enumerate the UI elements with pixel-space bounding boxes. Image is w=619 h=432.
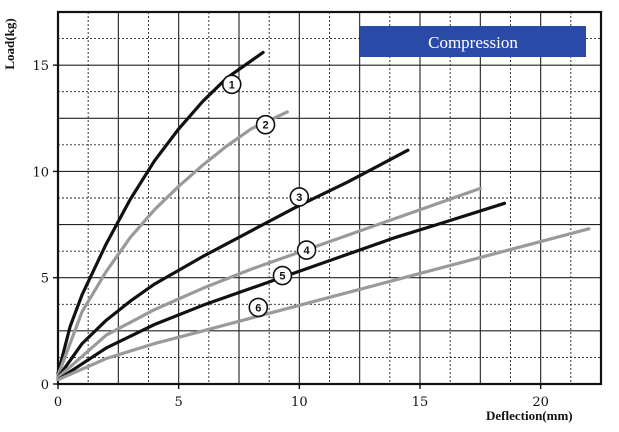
series-line-6 — [56, 227, 591, 382]
grid — [57, 11, 602, 385]
series-marker-2 — [255, 114, 276, 135]
x-tick-label: 15 — [412, 395, 429, 410]
y-axis-title: Load(kg) — [2, 18, 17, 69]
series-marker-label-1: 1 — [229, 79, 235, 91]
y-tick-label: 15 — [32, 59, 49, 74]
series-markers: 1 2 3 4 5 6 — [221, 74, 317, 318]
badge-background — [360, 26, 586, 57]
y-tick-label: 10 — [32, 165, 49, 180]
x-tick-label: 10 — [291, 395, 308, 410]
series-marker-1 — [221, 74, 242, 95]
y-tick-label: 0 — [41, 378, 49, 393]
series-marker-label-4: 4 — [304, 245, 311, 257]
series-line-3 — [56, 148, 410, 380]
x-axis-title: Deflection(mm) — [486, 408, 573, 423]
series-marker-3 — [289, 187, 310, 207]
badge-label: Compression — [428, 33, 518, 52]
plot-frame — [56, 10, 603, 386]
series-line-2 — [56, 110, 289, 378]
x-tick-label: 20 — [532, 395, 549, 410]
series-marker-label-2: 2 — [262, 120, 268, 132]
series-marker-label-6: 6 — [255, 302, 261, 314]
series-marker-6 — [248, 297, 269, 318]
series-marker-5 — [272, 265, 293, 286]
series-marker-label-3: 3 — [296, 192, 302, 204]
series-marker-4 — [296, 240, 317, 260]
series-line-4 — [56, 186, 482, 380]
y-tick-label: 5 — [41, 272, 49, 287]
series-marker-label-5: 5 — [279, 271, 285, 283]
x-tick-label: 0 — [54, 395, 62, 410]
x-tick-label: 5 — [175, 395, 183, 410]
compression-badge: Compression — [360, 26, 586, 57]
series-line-1 — [56, 50, 265, 375]
